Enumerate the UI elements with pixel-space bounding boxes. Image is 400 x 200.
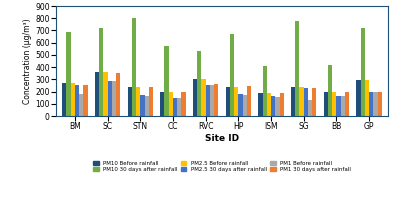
Bar [247,86,251,116]
Bar [267,93,271,116]
Bar [95,72,99,116]
Bar [275,97,280,116]
Bar [206,85,210,116]
Bar [324,92,328,116]
Bar [132,18,136,116]
Bar [193,79,197,116]
Bar [226,87,230,116]
Bar [345,92,349,116]
Bar [295,21,300,116]
X-axis label: Site ID: Site ID [205,134,239,143]
Bar [108,81,112,116]
Bar [197,51,202,116]
Bar [304,88,308,116]
Bar [128,87,132,116]
Bar [84,85,88,116]
Bar [341,96,345,116]
Bar [332,92,336,116]
Bar [79,94,84,116]
Bar [103,72,108,116]
Bar [369,92,373,116]
Bar [291,87,295,116]
Bar [116,73,120,116]
Bar [177,98,182,116]
Bar [336,96,341,116]
Bar [182,92,186,116]
Bar [328,65,332,116]
Bar [164,46,169,116]
Bar [99,28,103,116]
Bar [300,87,304,116]
Bar [234,87,238,116]
Bar [112,81,116,116]
Bar [378,92,382,116]
Bar [169,92,173,116]
Legend: PM10 Before rainfall, PM10 30 days after rainfall, PM2.5 Before rainfall, PM2.5 : PM10 Before rainfall, PM10 30 days after… [93,161,351,172]
Bar [258,93,262,116]
Bar [66,32,71,116]
Bar [230,34,234,116]
Bar [144,96,149,116]
Bar [312,88,316,116]
Bar [308,100,312,116]
Bar [356,80,360,116]
Bar [365,80,369,116]
Y-axis label: Concentration (μg/m³): Concentration (μg/m³) [23,18,32,104]
Bar [262,66,267,116]
Bar [280,93,284,116]
Bar [136,87,140,116]
Bar [210,85,214,116]
Bar [149,87,153,116]
Bar [71,83,75,116]
Bar [360,28,365,116]
Bar [160,92,164,116]
Bar [242,95,247,116]
Bar [238,94,242,116]
Bar [140,95,144,116]
Bar [75,85,79,116]
Bar [62,83,66,116]
Bar [214,84,218,116]
Bar [202,79,206,116]
Bar [173,98,177,116]
Bar [373,92,378,116]
Bar [271,96,275,116]
